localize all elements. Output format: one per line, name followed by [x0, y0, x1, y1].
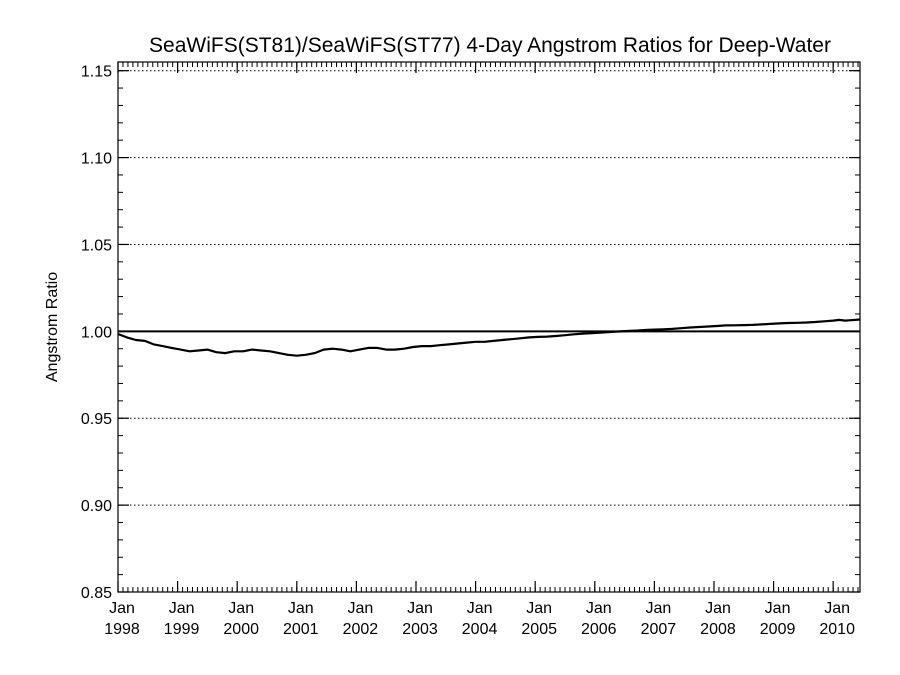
chart-title: SeaWiFS(ST81)/SeaWiFS(ST77) 4-Day Angstr… — [149, 34, 831, 57]
x-tick-year: 2005 — [521, 621, 557, 638]
y-tick-label: 0.95 — [81, 411, 112, 428]
x-tick-year: 2001 — [283, 621, 319, 638]
y-tick-label: 1.15 — [81, 64, 112, 81]
series-group — [117, 318, 861, 357]
y-tick-label: 0.90 — [81, 498, 112, 515]
x-tick-month: Jan — [228, 600, 254, 617]
x-tick-month: Jan — [169, 600, 195, 617]
x-tick-month: Jan — [347, 600, 373, 617]
x-tick-month: Jan — [407, 600, 433, 617]
x-tick-year: 1998 — [104, 621, 140, 638]
x-tick-year: 2010 — [819, 621, 855, 638]
x-tick-year: 2003 — [402, 621, 438, 638]
y-tick-label: 1.05 — [81, 237, 112, 254]
x-tick-month: Jan — [109, 600, 135, 617]
x-tick-month: Jan — [467, 600, 493, 617]
y-tick-label: 1.00 — [81, 324, 112, 341]
x-tick-month: Jan — [765, 600, 791, 617]
x-tick-month: Jan — [824, 600, 850, 617]
y-tick-label: 0.85 — [81, 585, 112, 602]
x-tick-month: Jan — [586, 600, 612, 617]
grid-lines — [118, 70, 860, 506]
x-tick-year: 2008 — [700, 621, 736, 638]
x-tick-year: 2006 — [581, 621, 617, 638]
y-tick-labels: 0.85 0.90 0.95 1.00 1.05 1.10 1.15 — [81, 64, 112, 602]
x-tick-month: Jan — [526, 600, 552, 617]
plot-frame — [117, 61, 861, 593]
minor-ticks — [117, 62, 860, 593]
y-axis-label: Angstrom Ratio — [44, 272, 61, 382]
major-ticks — [117, 62, 860, 593]
x-tick-year: 2000 — [223, 621, 259, 638]
x-tick-year: 2009 — [760, 621, 796, 638]
x-tick-month: Jan — [705, 600, 731, 617]
x-tick-month: Jan — [645, 600, 671, 617]
x-tick-year: 1999 — [164, 621, 200, 638]
x-tick-labels: Jan 1998 Jan 1999 Jan 2000 Jan 2001 Jan 2002 Jan 20… — [104, 600, 855, 638]
x-tick-year: 2007 — [641, 621, 677, 638]
y-tick-label: 1.10 — [81, 151, 112, 168]
x-tick-year: 2004 — [462, 621, 498, 638]
x-tick-month: Jan — [288, 600, 314, 617]
x-tick-year: 2002 — [343, 621, 379, 638]
series-line — [117, 318, 861, 357]
